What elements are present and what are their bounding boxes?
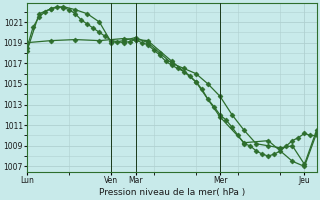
X-axis label: Pression niveau de la mer( hPa ): Pression niveau de la mer( hPa ) (99, 188, 245, 197)
